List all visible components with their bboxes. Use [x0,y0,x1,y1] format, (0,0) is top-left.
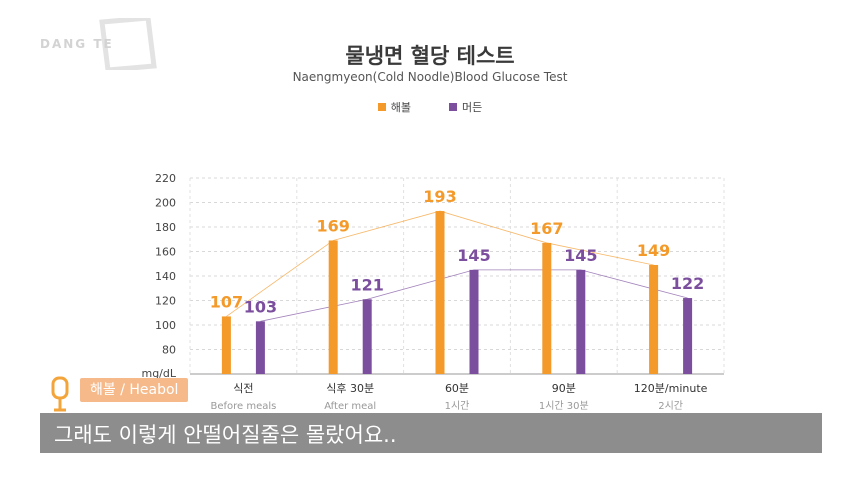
caption-bar: 그래도 이렇게 안떨어질줄은 몰랐어요.. [40,413,822,453]
bar-series-2 [683,298,693,374]
bar-series-2 [469,269,479,374]
speaker-name: 해볼 / Heabol [80,378,189,402]
legend-item-series-2: 머든 [449,99,482,115]
data-label-series-1: 167 [530,219,563,238]
legend-label-series-2: 머든 [462,101,483,114]
x-tick-sublabel: 1시간 30분 [539,400,589,412]
data-label-series-1: 149 [637,241,670,260]
chart-title: 물냉면 혈당 테스트 [345,44,515,68]
logo: DANG TE [28,15,158,73]
data-label-series-2: 122 [671,274,704,293]
y-tick-label: 220 [155,172,176,185]
bar-series-2 [255,321,265,374]
microphone-icon [48,375,74,415]
x-tick-label: 식전 [233,382,253,395]
x-tick-sublabel: Before meals [210,401,276,412]
caption-text: 그래도 이렇게 안떨어질줄은 몰랐어요.. [54,423,397,447]
legend-swatch-series-2 [449,103,457,111]
y-tick-label: 140 [155,270,176,283]
x-tick-label: 60분 [445,382,469,395]
data-label-series-2: 103 [244,297,277,316]
y-tick-label: 80 [162,344,176,357]
x-tick-sublabel: 1시간 [445,400,470,412]
legend-swatch-series-1 [377,103,386,111]
data-label-series-2: 121 [350,275,383,294]
y-tick-label: 180 [155,221,176,234]
legend-item-series-1: 해볼 [377,99,411,115]
data-label-series-2: 145 [457,246,490,265]
bar-series-1 [649,264,659,374]
bar-series-1 [221,316,231,374]
bar-series-1 [328,240,338,374]
data-label-series-1: 193 [423,187,456,206]
bar-series-2 [362,299,372,374]
x-tick-label: 식후 30분 [326,382,374,395]
y-axis-label: mg/dL [141,367,176,380]
logo-text: DANG TE [40,37,114,51]
x-tick-label: 90분 [552,382,576,395]
y-tick-label: 120 [155,295,176,308]
bar-series-1 [435,211,445,374]
y-tick-label: 100 [155,319,176,332]
legend: 해볼 머든 [0,99,860,115]
bar-series-2 [576,269,586,374]
data-label-series-1: 169 [316,216,349,235]
y-tick-label: 200 [155,197,176,210]
legend-label-series-1: 해볼 [390,101,411,114]
y-tick-label: 160 [155,246,176,259]
chart-subtitle: Naengmyeon(Cold Noodle)Blood Glucose Tes… [292,70,568,84]
x-tick-sublabel: After meal [324,401,376,412]
x-tick-sublabel: 2시간 [658,400,683,412]
x-tick-label: 120분/minute [634,382,708,395]
data-label-series-2: 145 [564,246,597,265]
logo-frame-icon [99,15,157,73]
bar-series-1 [542,242,552,374]
data-label-series-1: 107 [210,292,243,311]
